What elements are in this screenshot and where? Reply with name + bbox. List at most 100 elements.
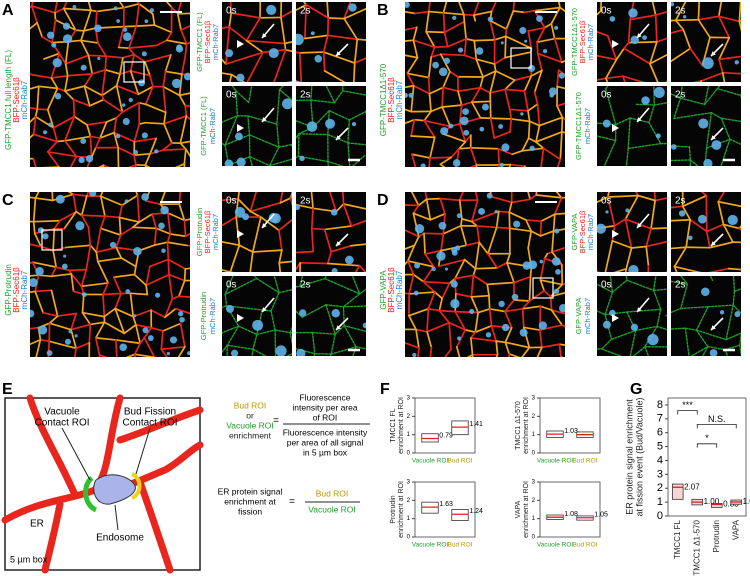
membrane [606,192,610,198]
label: enrichment at [224,496,276,506]
membrane [311,331,316,355]
value-label: 1.08 [564,511,578,518]
membrane [30,290,37,293]
membrane [556,105,564,119]
membrane [179,142,187,150]
membrane [413,364,417,370]
membrane [375,216,390,217]
membrane [428,157,431,167]
membrane [16,181,18,196]
membrane [523,9,536,14]
x-tick-label: Bud ROI [448,542,473,549]
label: Vacuole [44,407,80,418]
endosome [138,79,146,87]
membrane [70,169,71,181]
membrane [439,163,446,167]
membrane [48,340,77,350]
membrane [178,192,182,205]
membrane [303,2,308,6]
membrane [103,307,117,318]
membrane [149,258,170,268]
endosome [457,47,464,53]
membrane [81,311,92,326]
endosome [678,210,686,217]
membrane [50,74,69,79]
endosome [443,57,451,64]
membrane [279,166,290,193]
membrane [129,292,149,296]
membrane [245,39,286,45]
membrane [504,307,524,313]
membrane [177,295,190,298]
membrane [323,70,346,82]
membrane [469,331,477,339]
label: intensity per area [292,402,357,412]
membrane [224,276,234,296]
membrane [553,37,563,64]
membrane [742,122,747,144]
membrane [555,192,563,199]
membrane [65,244,92,249]
membrane [708,267,730,272]
membrane [117,46,130,49]
membrane [556,69,560,88]
membrane [405,118,416,125]
membrane [137,85,154,96]
membrane [454,274,475,280]
endosome [62,22,71,30]
membrane [530,69,543,77]
endosome [602,119,611,128]
membrane [504,326,513,344]
endosome [487,16,494,22]
membrane [539,230,555,237]
membrane [648,121,662,145]
endosome [154,149,159,154]
membrane [99,195,106,218]
roi-box [41,229,63,251]
membrane [131,226,158,230]
membrane [178,94,187,107]
endosome [330,209,338,216]
membrane [429,156,453,159]
membrane [597,196,609,204]
membrane [164,70,183,75]
membrane [274,329,291,334]
membrane [119,172,120,184]
membrane [710,112,723,120]
membrane [551,246,565,253]
pointer [135,427,151,475]
endosome [78,156,85,164]
membrane [408,291,436,295]
membrane [427,307,441,312]
membrane [80,268,88,288]
membrane [83,85,91,107]
membrane [370,258,386,262]
membrane [185,41,190,45]
roi-box [532,277,554,299]
membrane [138,2,154,15]
endosome [647,333,659,346]
membrane [408,273,415,295]
y-tick-label: 4 [657,454,663,466]
plot-frame [414,481,476,538]
membrane [465,38,476,42]
membrane [539,279,546,292]
endosome [463,129,470,136]
membrane [55,266,71,272]
membrane [495,340,507,344]
membrane [412,204,420,215]
panel-letter: G [630,381,642,398]
membrane [734,191,750,192]
membrane [268,158,292,166]
membrane [701,345,709,356]
endosome [501,143,510,152]
membrane [201,181,202,195]
membrane [246,51,264,82]
membrane [671,246,688,250]
label: ER protein signal [218,486,283,496]
value-label: 1.05 [594,512,608,519]
endosome [628,8,638,18]
vertical-label: GFP-TMCC1 full length (FL) [4,50,13,150]
membrane [164,54,172,73]
membrane [87,226,92,247]
